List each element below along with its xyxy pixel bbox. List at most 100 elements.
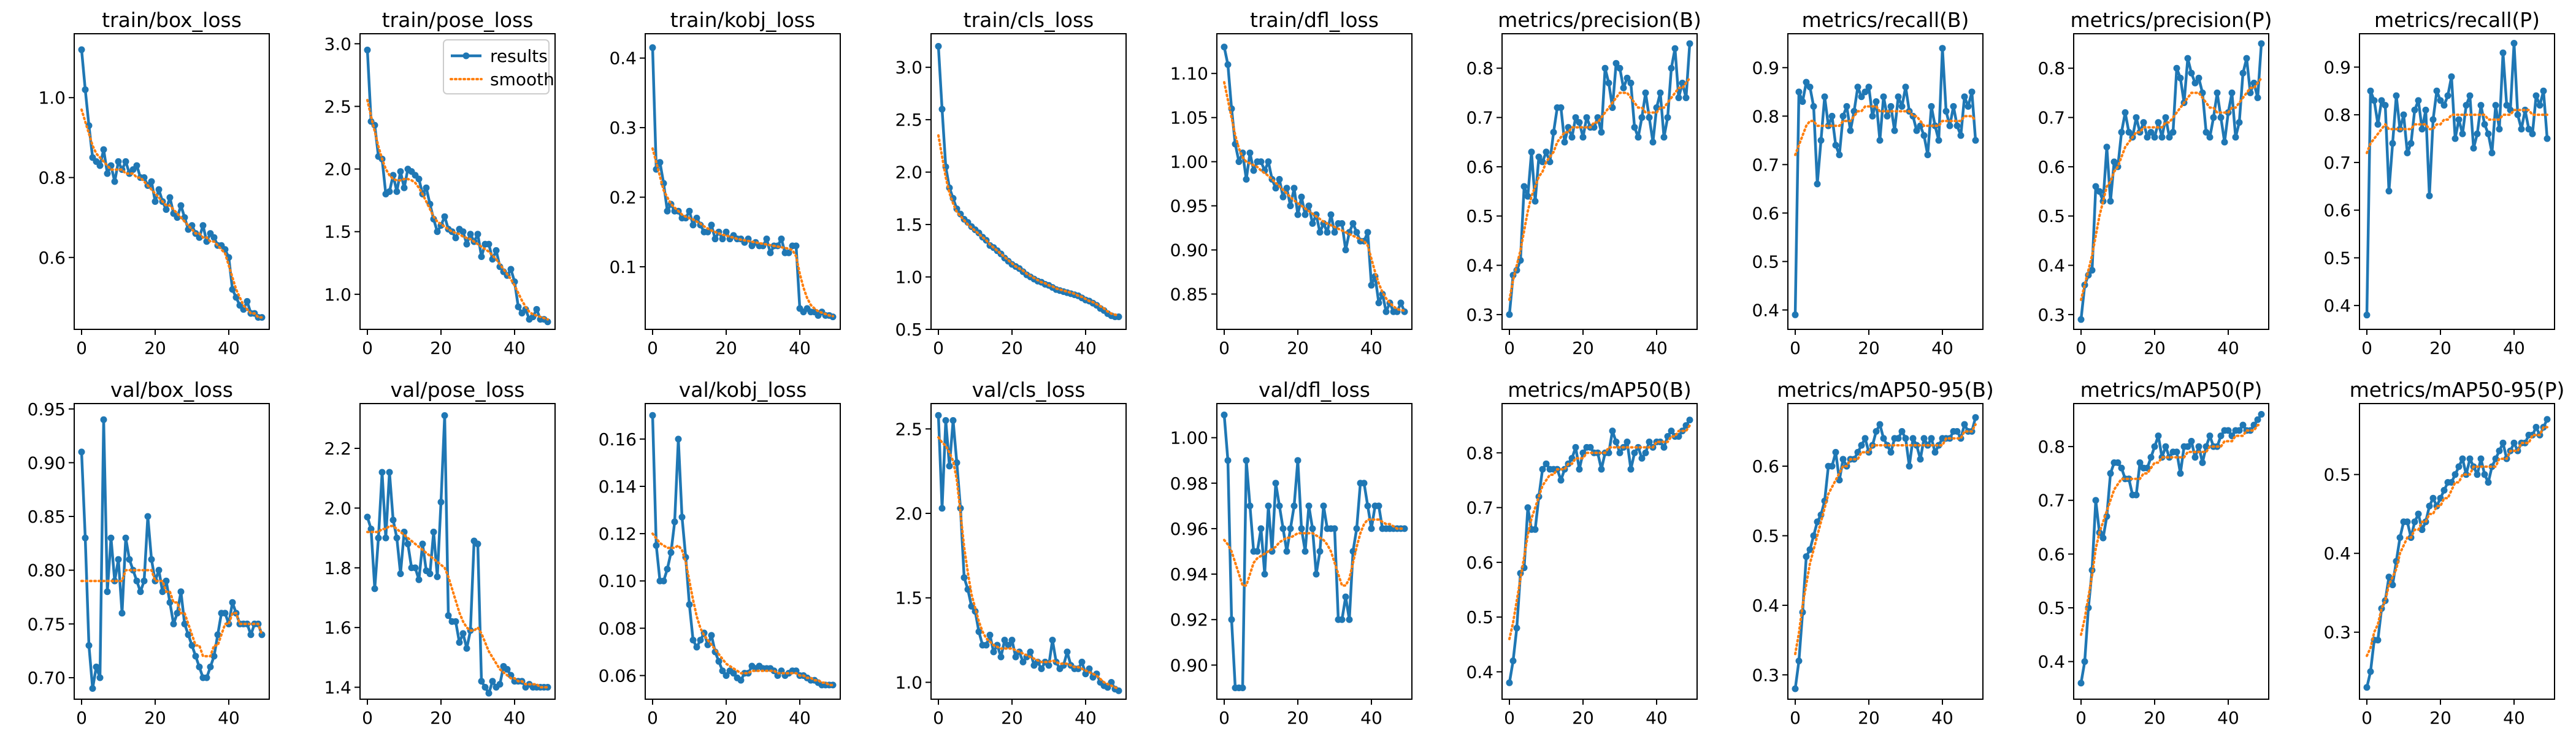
results-point (1920, 435, 1928, 442)
results-point (1265, 502, 1272, 510)
y-tick-label: 2.2 (324, 439, 351, 459)
x-tick-label: 40 (2503, 338, 2525, 358)
subplot-14: val/dfl_loss 0 20 40 0.90 0.92 0.94 0.96 0.98 1.0… (1170, 378, 1413, 728)
results-point (1316, 548, 1324, 555)
results-point (1543, 148, 1550, 156)
results-point (507, 266, 515, 273)
results-point (1557, 104, 1565, 111)
results-point (2451, 135, 2459, 142)
results-point (401, 184, 408, 191)
y-tick-label: 0.4 (609, 48, 637, 69)
results-line (80, 418, 264, 690)
results-point (474, 231, 481, 238)
results-point (2466, 455, 2474, 462)
smooth-line (2080, 424, 2263, 636)
subplot-title: metrics/mAP50-95(P) (2350, 378, 2565, 402)
results-point (2228, 89, 2236, 96)
subplot-title: metrics/precision(B) (1498, 8, 1701, 32)
results-point (82, 86, 89, 93)
results-point (1946, 122, 1953, 129)
x-tick-label: 20 (1001, 338, 1023, 358)
series-layer (78, 416, 266, 692)
y-tick-label: 0.4 (1752, 300, 1779, 320)
results-point (1368, 282, 1375, 289)
y-tick-label: 2.5 (895, 110, 922, 130)
results-point (229, 599, 236, 606)
results-point (2496, 125, 2503, 132)
results-point (938, 505, 946, 512)
results-point (93, 663, 100, 670)
results-point (426, 570, 434, 578)
results-point (2158, 134, 2166, 141)
results-point (2422, 106, 2429, 113)
results-point (2477, 102, 2485, 109)
y-tick-label: 0.7 (1466, 498, 1493, 518)
results-point (1298, 193, 1305, 201)
results-point (163, 206, 170, 213)
results-point (990, 648, 997, 656)
results-point (1920, 132, 1928, 139)
results-point (163, 577, 170, 585)
results-line (366, 414, 548, 695)
results-point (693, 643, 700, 651)
results-point (393, 534, 401, 542)
y-tick-label: 1.5 (895, 588, 922, 608)
results-point (170, 620, 177, 627)
results-point (2415, 97, 2422, 104)
results-point (2202, 443, 2210, 450)
smooth-line (366, 524, 549, 689)
results-point (1917, 456, 1924, 463)
results-point (1298, 525, 1305, 532)
results-point (533, 305, 540, 313)
results-point (1049, 637, 1056, 644)
results-point (1902, 83, 1909, 91)
results-point (1660, 443, 1668, 451)
results-point (1861, 435, 1869, 442)
y-tick-label: 2.0 (324, 159, 351, 180)
results-point (1082, 670, 1089, 678)
results-point (1635, 134, 1642, 141)
results-point (1917, 122, 1924, 129)
x-tick-label: 0 (933, 708, 944, 728)
series-layer (364, 412, 551, 697)
results-point (1828, 112, 1836, 120)
results-point (2239, 421, 2247, 429)
results-point (792, 242, 800, 250)
results-point (2374, 121, 2382, 128)
results-point (2382, 102, 2389, 109)
results-point (1535, 153, 1543, 161)
x-tick-label: 0 (1790, 338, 1801, 358)
results-point (111, 178, 118, 185)
results-point (452, 234, 459, 242)
results-point (118, 610, 126, 617)
results-point (1935, 442, 1942, 449)
results-point (2140, 119, 2147, 126)
results-point (2448, 73, 2455, 80)
results-point (1235, 158, 1243, 166)
results-point (697, 637, 704, 644)
x-tick-label: 40 (789, 708, 811, 728)
subplot-12: val/kobj_loss 0 20 40 0.06 0.08 0.10 0.12 0.14 0.… (599, 378, 841, 728)
results-point (1572, 443, 1579, 451)
results-point (935, 43, 942, 50)
subplot-1: train/box_loss 0 20 40 0.6 0.8 1.0 (38, 8, 270, 358)
results-point (1898, 427, 1906, 435)
results-point (386, 469, 393, 476)
y-tick-label: 0.3 (1752, 665, 1779, 685)
series-layer (649, 44, 837, 321)
results-point (1861, 88, 1869, 96)
results-point (2151, 443, 2158, 450)
results-point (2481, 471, 2488, 478)
y-tick-label: 0.4 (2323, 543, 2351, 564)
results-line (80, 49, 262, 319)
subplot-title: val/box_loss (110, 378, 233, 402)
results-point (1605, 79, 1612, 86)
results-point (1243, 175, 1250, 183)
y-tick-label: 0.4 (1752, 596, 1779, 616)
results-point (1001, 637, 1008, 644)
results-point (1902, 435, 1909, 442)
results-point (1671, 45, 1679, 52)
results-point (2444, 92, 2451, 99)
results-point (441, 412, 448, 419)
results-point (1686, 40, 1693, 47)
